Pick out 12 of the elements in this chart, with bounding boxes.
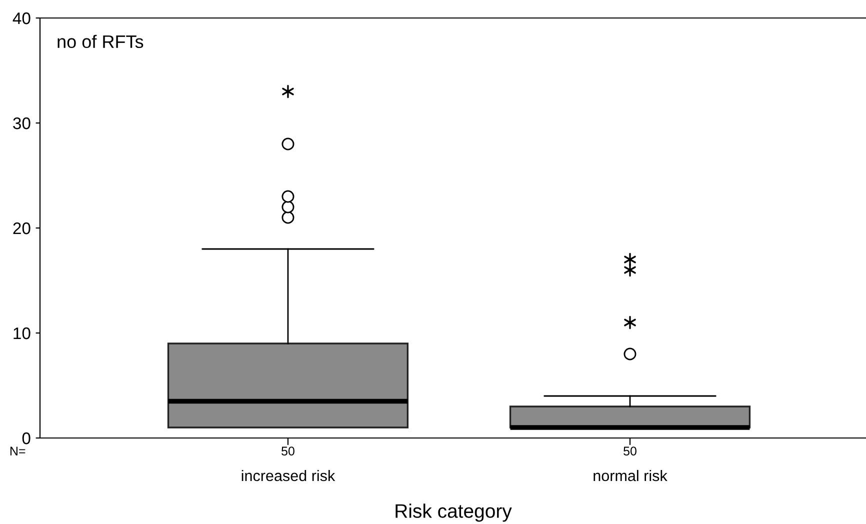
x-tick-label: increased risk [242,470,336,482]
y-tick-label: 20 [13,222,30,234]
text: 50 [282,446,294,456]
y-tick-label: 30 [13,117,30,130]
x-tick-label: normal risk [594,470,668,482]
y-tick-label: 0 [22,432,30,444]
y-axis-title: no of RFTs [58,34,144,48]
text: N= [10,446,26,456]
x-axis-title: Risk category [396,504,512,522]
y-tick-label: 40 [12,12,30,24]
y-tick-label: 10 [14,327,30,340]
text: 50 [624,446,636,456]
